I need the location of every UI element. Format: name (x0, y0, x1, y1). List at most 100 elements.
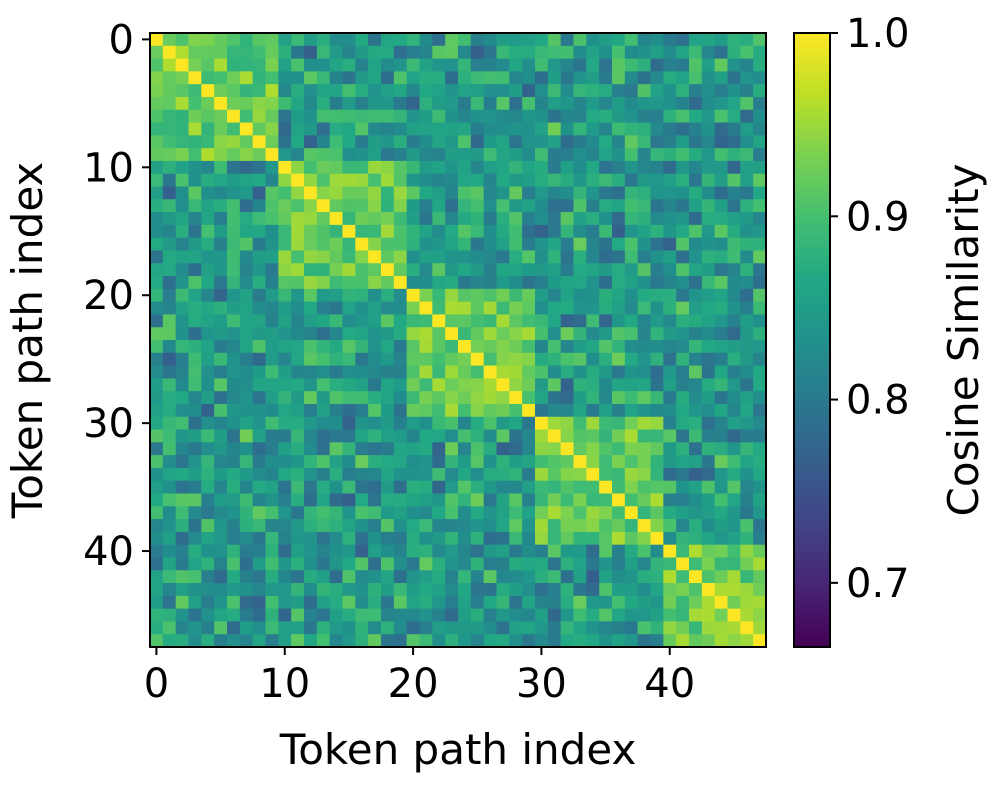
heatmap-cell (714, 301, 728, 315)
heatmap-cell (714, 199, 728, 213)
heatmap-cell (714, 45, 728, 60)
heatmap-cell (547, 237, 562, 251)
heatmap-cell (624, 33, 639, 47)
heatmap-cell (419, 570, 433, 584)
heatmap-cell (547, 583, 562, 597)
heatmap-cell (535, 109, 549, 124)
heatmap-cell (150, 135, 164, 149)
heatmap-cell (586, 327, 600, 341)
heatmap-cell (740, 583, 754, 597)
heatmap-cell (560, 506, 574, 520)
heatmap-cell (175, 557, 189, 571)
heatmap-cell (278, 621, 292, 635)
heatmap-cell (239, 33, 254, 47)
heatmap-cell (483, 391, 497, 405)
heatmap-cell (727, 340, 741, 354)
heatmap-cell (406, 416, 420, 431)
heatmap-cell (214, 148, 228, 162)
heatmap-cell (740, 250, 754, 264)
heatmap-cell (150, 583, 164, 597)
heatmap-cell (342, 84, 356, 98)
heatmap-cell (727, 403, 741, 418)
heatmap-cell (162, 160, 177, 175)
heatmap-cell (252, 71, 266, 85)
heatmap-cell (278, 429, 292, 443)
heatmap-cell (573, 403, 587, 418)
heatmap-cell (445, 224, 459, 239)
heatmap-cell (304, 493, 318, 507)
heatmap-cell (637, 634, 651, 648)
heatmap-cell (304, 544, 318, 558)
heatmap-cell (214, 365, 228, 379)
heatmap-cell (586, 212, 600, 226)
heatmap-cell (727, 608, 741, 622)
heatmap-cell (689, 340, 703, 354)
heatmap-cell (316, 288, 331, 303)
heatmap-cell (509, 224, 523, 239)
heatmap-cell (727, 109, 741, 124)
heatmap-cell (188, 378, 202, 392)
heatmap-cell (689, 391, 703, 405)
heatmap-cell (406, 173, 420, 187)
heatmap-cell (663, 212, 677, 226)
heatmap-cell (406, 557, 420, 571)
heatmap-cell (188, 352, 202, 367)
heatmap-cell (676, 33, 690, 47)
heatmap-cell (445, 403, 459, 418)
heatmap-cell (509, 570, 523, 584)
heatmap-cell (637, 263, 651, 277)
heatmap-cell (381, 288, 395, 303)
heatmap-cell (239, 109, 254, 124)
heatmap-cell (624, 173, 639, 187)
heatmap-cell (175, 84, 189, 98)
heatmap-cell (393, 506, 408, 520)
heatmap-cell (637, 237, 651, 251)
heatmap-cell (201, 199, 215, 213)
heatmap-cell (701, 33, 716, 47)
heatmap-cell (676, 288, 690, 303)
heatmap-cell (175, 621, 189, 635)
heatmap-cell (291, 442, 305, 456)
heatmap-cell (201, 531, 215, 546)
heatmap-cell (689, 250, 703, 264)
heatmap-cell (701, 122, 716, 136)
y-axis-title: Token path index (3, 162, 52, 520)
heatmap-cell (432, 314, 446, 328)
heatmap-cell (689, 378, 703, 392)
heatmap-cell (458, 352, 472, 367)
heatmap-cell (650, 442, 664, 456)
heatmap-cell (740, 365, 754, 379)
heatmap-cell (188, 224, 202, 239)
heatmap-cell (714, 519, 728, 533)
heatmap-cell (445, 340, 459, 354)
heatmap-cell (701, 557, 716, 571)
heatmap-cell (624, 570, 639, 584)
heatmap-cell (432, 544, 446, 558)
heatmap-cell (150, 391, 164, 405)
heatmap-cell (316, 340, 331, 354)
heatmap-cell (727, 583, 741, 597)
heatmap-cell (663, 276, 677, 290)
heatmap-cell (201, 429, 215, 443)
heatmap-cell (239, 570, 254, 584)
heatmap-cell (701, 634, 716, 648)
heatmap-cell (406, 544, 420, 558)
heatmap-cell (342, 519, 356, 533)
heatmap-cell (304, 263, 318, 277)
heatmap-cell (227, 378, 241, 392)
heatmap-cell (573, 621, 587, 635)
heatmap-cell (368, 531, 382, 546)
heatmap-cell (689, 557, 703, 571)
y-tick-label: 40 (83, 529, 134, 575)
heatmap-cell (175, 71, 189, 85)
heatmap-cell (445, 544, 459, 558)
heatmap-cell (458, 58, 472, 72)
heatmap-cell (689, 352, 703, 367)
heatmap-cell (162, 365, 177, 379)
heatmap-cell (470, 160, 485, 175)
heatmap-cell (753, 288, 767, 303)
heatmap-cell (162, 378, 177, 392)
heatmap-cell (470, 263, 485, 277)
heatmap-cell (201, 416, 215, 431)
heatmap-cell (252, 634, 266, 648)
